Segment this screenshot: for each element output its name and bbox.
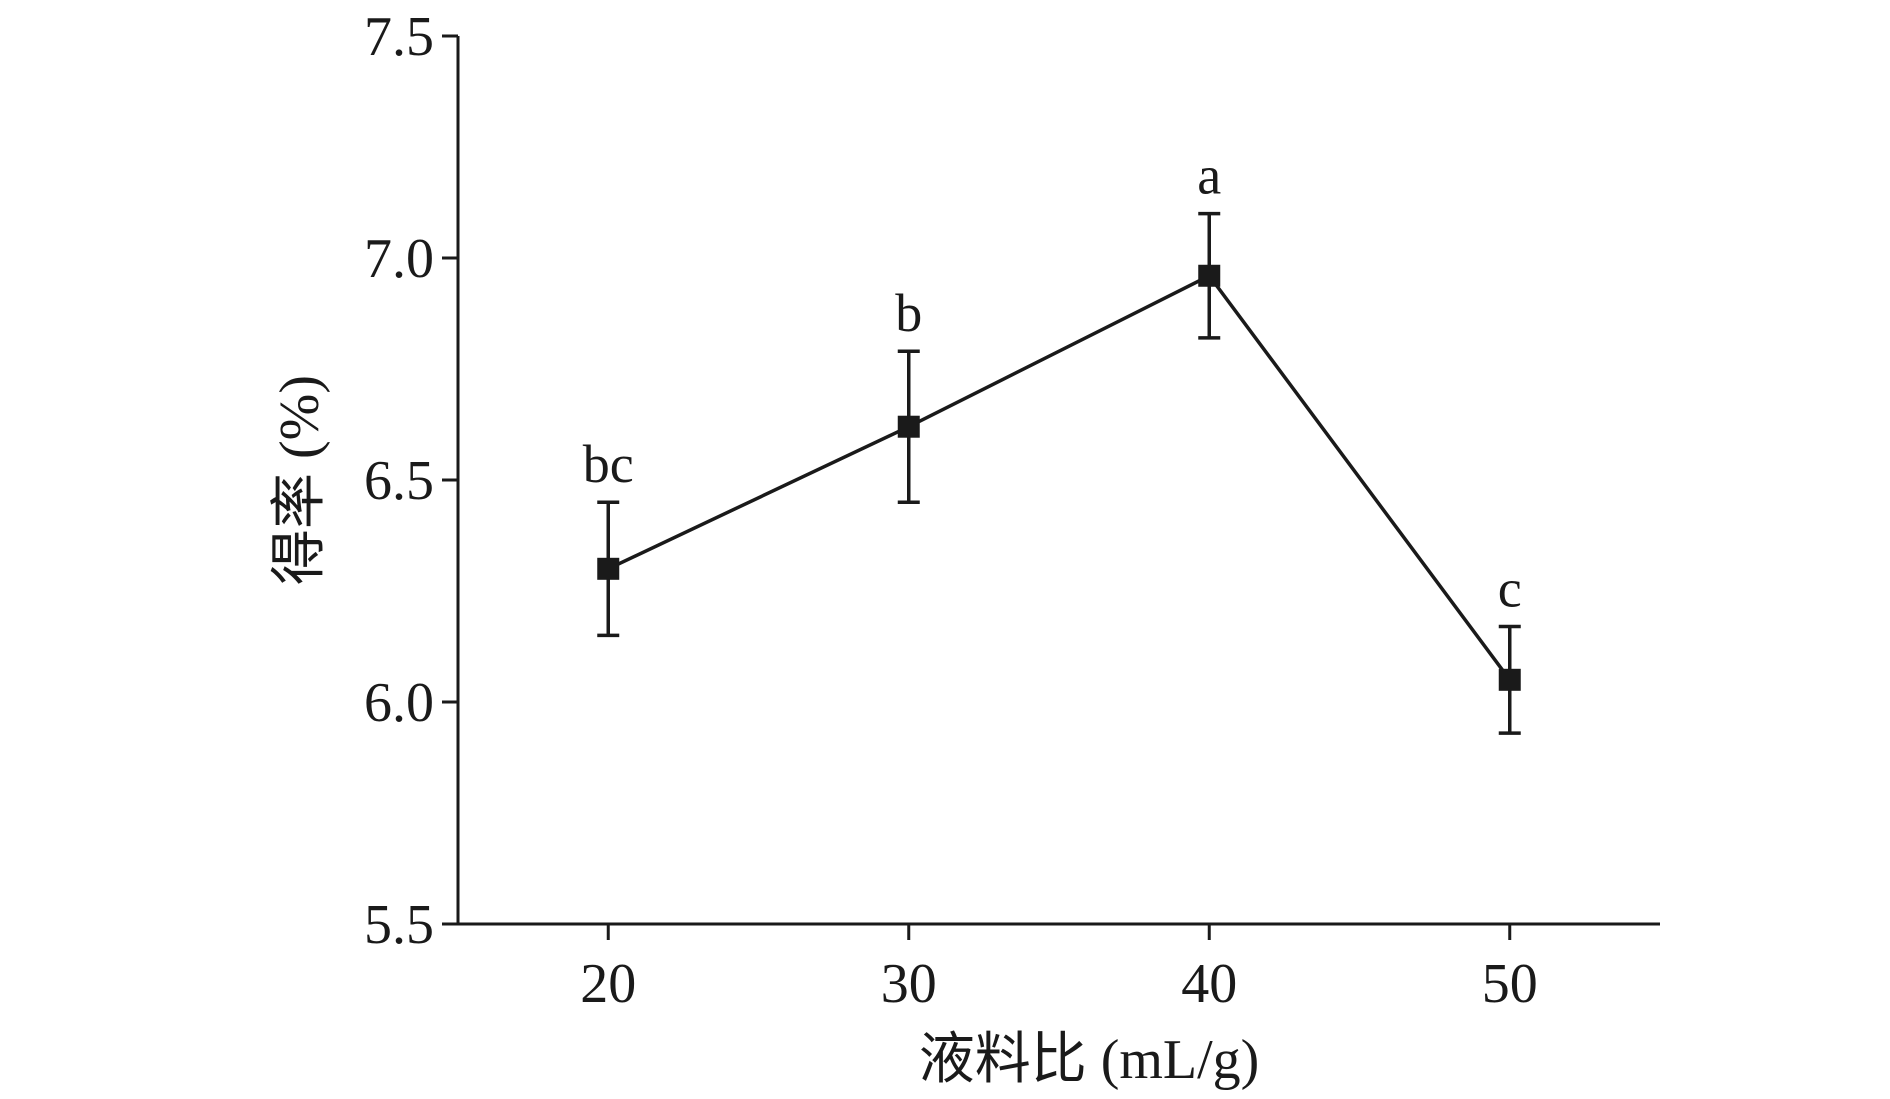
data-points <box>597 264 1521 691</box>
significance-label: b <box>895 283 922 343</box>
significance-labels: bc b a c <box>583 146 1522 619</box>
y-tick-label: 6.0 <box>364 672 434 734</box>
y-tick-label: 7.5 <box>364 6 434 68</box>
axes: 5.5 6.0 6.5 7.0 7.5 20 30 40 50 <box>364 6 1660 1015</box>
significance-label: c <box>1498 559 1522 619</box>
series-line <box>607 273 1512 681</box>
y-tick-label: 5.5 <box>364 894 434 956</box>
y-axis-title: 得率 (%) <box>269 375 331 585</box>
error-bars <box>597 211 1521 735</box>
x-tick-label: 50 <box>1482 953 1538 1015</box>
x-tick-label: 20 <box>580 953 636 1015</box>
significance-label: a <box>1197 146 1221 206</box>
significance-label: bc <box>583 434 634 494</box>
data-point <box>597 557 620 580</box>
y-tick-label: 7.0 <box>364 228 434 290</box>
x-axis-title: 液料比 (mL/g) <box>919 1029 1260 1091</box>
series-line-group <box>607 273 1512 681</box>
data-point <box>1498 668 1521 691</box>
x-tick-label: 30 <box>881 953 937 1015</box>
x-tick-label: 40 <box>1181 953 1237 1015</box>
data-point <box>897 415 920 438</box>
y-tick-label: 6.5 <box>364 450 434 512</box>
data-point <box>1198 264 1221 287</box>
